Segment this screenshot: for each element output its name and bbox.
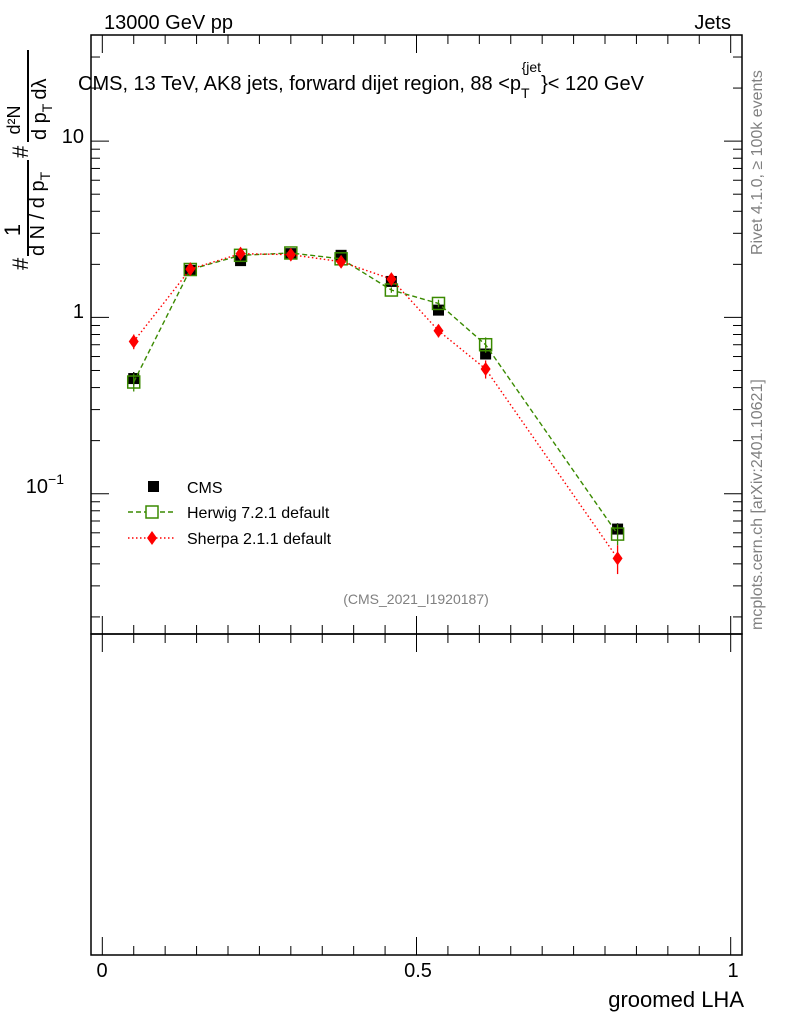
legend-item-herwig: Herwig 7.2.1 default	[128, 505, 330, 522]
data-point-sherpa	[285, 247, 296, 262]
y-label-den1: d N / d pT	[27, 171, 53, 256]
svg-text:#: #	[8, 145, 33, 158]
y-axis-ticks	[91, 34, 742, 618]
series-1	[126, 246, 625, 546]
data-point-sherpa	[433, 323, 444, 338]
data-point-herwig	[431, 296, 446, 311]
data-point-herwig	[126, 375, 141, 389]
data-point-sherpa	[386, 272, 397, 287]
x-tick-label-1: 1	[727, 960, 738, 982]
data-point-cms	[480, 348, 492, 360]
svg-text:1: 1	[0, 224, 25, 236]
legend-marker-cms	[148, 481, 159, 492]
header-right: Jets	[694, 12, 731, 34]
y-tick-label-0.1: 10−1	[26, 471, 64, 498]
header-left: 13000 GeV pp	[104, 12, 233, 34]
legend-item-sherpa: Sherpa 2.1.1 default	[128, 531, 332, 548]
y-tick-label-1: 1	[73, 301, 84, 323]
legend-label-sherpa: Sherpa 2.1.1 default	[187, 531, 332, 548]
chart-title: CMS, 13 TeV, AK8 jets, forward dijet reg…	[78, 59, 645, 101]
x-tick-label-0.5: 0.5	[404, 960, 432, 982]
series-line-2	[133, 252, 619, 559]
data-point-sherpa	[612, 551, 623, 566]
ratio-plot-frame	[90, 633, 743, 956]
x-tick-label-0: 0	[96, 960, 107, 982]
mcplots-label: mcplots.cern.ch [arXiv:2401.10621]	[749, 379, 766, 630]
analysis-watermark: (CMS_2021_I1920187)	[343, 591, 489, 607]
legend-item-cms: CMS	[148, 480, 223, 497]
legend-marker-herwig	[145, 505, 159, 519]
data-point-sherpa	[336, 254, 347, 269]
legend-label-cms: CMS	[187, 480, 223, 497]
series-2	[128, 246, 623, 575]
y-tick-label-10: 10	[62, 126, 84, 148]
series-layer	[126, 246, 625, 575]
x-axis-ticks	[101, 35, 732, 955]
x-axis-label: groomed LHA	[608, 987, 744, 1012]
svg-text:d²N: d²N	[4, 105, 24, 134]
data-point-herwig	[610, 527, 625, 541]
y-label-den2: d pTdλ	[29, 79, 55, 141]
data-point-sherpa	[235, 246, 246, 261]
data-point-sherpa	[480, 361, 491, 376]
data-point-sherpa	[185, 262, 196, 277]
svg-text:#: #	[8, 257, 33, 270]
legend-marker-sherpa	[147, 531, 157, 545]
data-point-herwig	[478, 337, 493, 352]
rivet-label: Rivet 4.1.0, ≥ 100k events	[749, 70, 766, 255]
legend: CMS Herwig 7.2.1 default Sherpa 2.1.1 de…	[128, 480, 332, 548]
y-axis-label: # 1 d N / d pT # d²N d pTdλ	[0, 50, 55, 270]
data-point-sherpa	[128, 334, 139, 349]
legend-label-herwig: Herwig 7.2.1 default	[187, 505, 330, 522]
